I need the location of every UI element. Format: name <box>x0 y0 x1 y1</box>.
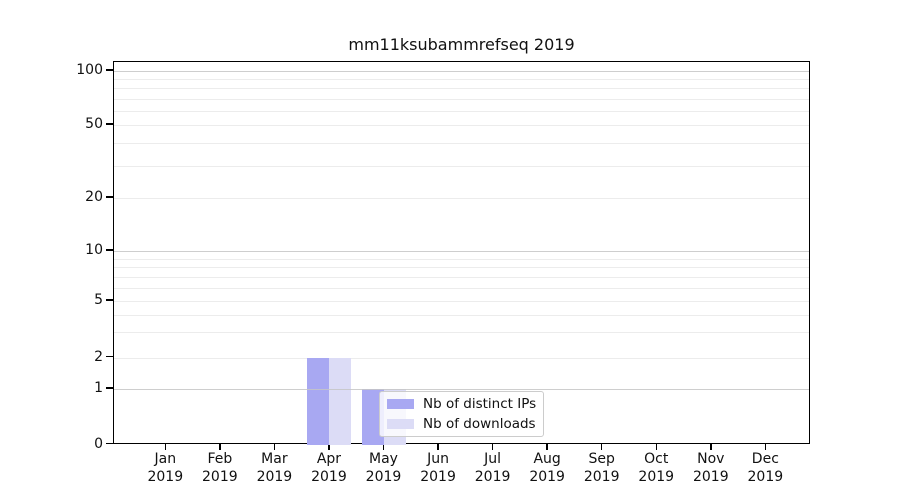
gridline-minor <box>114 357 809 359</box>
x-tick <box>710 443 712 450</box>
bar-distinct-ips <box>361 389 384 445</box>
x-tick <box>219 443 221 450</box>
x-tick <box>328 443 330 450</box>
x-tick-label: Mar 2019 <box>256 450 293 485</box>
x-tick <box>437 443 439 450</box>
x-tick <box>655 443 657 450</box>
y-tick-label: 20 <box>85 189 103 205</box>
gridline-minor <box>114 98 809 100</box>
gridline-minor <box>114 276 809 278</box>
y-tick-label: 1 <box>94 380 103 396</box>
legend: Nb of distinct IPs Nb of downloads <box>379 391 544 437</box>
gridline-minor <box>114 79 809 81</box>
x-tick-label: Sep 2019 <box>583 450 620 485</box>
x-tick-label: May 2019 <box>365 450 402 485</box>
legend-label-downloads: Nb of downloads <box>423 416 536 433</box>
y-tick-label: 10 <box>85 242 103 258</box>
y-tick-label: 100 <box>76 62 103 78</box>
y-tick <box>106 196 113 198</box>
gridline-minor <box>114 110 809 112</box>
x-tick <box>164 443 167 450</box>
y-tick-label: 5 <box>94 292 103 308</box>
y-tick-label: 2 <box>94 348 103 365</box>
legend-swatch-downloads-icon <box>387 419 414 430</box>
y-tick <box>106 123 113 125</box>
gridline-minor <box>114 88 809 90</box>
legend-item-downloads: Nb of downloads <box>387 416 536 434</box>
y-tick <box>106 355 113 358</box>
legend-item-distinct-ips: Nb of distinct IPs <box>387 395 536 413</box>
gridline-minor <box>114 142 809 144</box>
legend-label-distinct-ips: Nb of distinct IPs <box>423 395 537 412</box>
x-tick-label: Jun 2019 <box>420 450 456 485</box>
x-tick <box>546 443 548 450</box>
gridline-minor <box>114 332 809 334</box>
plot-area <box>113 61 810 445</box>
gridline-minor <box>114 267 809 269</box>
x-tick-label: Nov 2019 <box>692 450 729 485</box>
y-tick <box>106 387 113 389</box>
y-tick-label: 0 <box>94 435 103 452</box>
gridline-major <box>114 389 809 390</box>
gridline-minor <box>114 287 809 289</box>
legend-swatch-distinct-ips-icon <box>387 398 414 409</box>
gridline-minor <box>114 125 809 126</box>
x-tick-label: Jul 2019 <box>474 450 511 485</box>
y-tick-label: 50 <box>85 116 103 132</box>
x-tick <box>382 443 385 450</box>
gridline-minor <box>114 258 809 260</box>
y-tick <box>106 249 113 251</box>
gridline-minor <box>114 198 809 199</box>
y-tick <box>106 69 113 71</box>
chart-title: mm11ksubammrefseq 2019 <box>348 35 575 54</box>
x-tick-label: Aug 2019 <box>529 450 565 485</box>
gridline-major <box>114 71 809 72</box>
x-tick <box>600 443 603 450</box>
x-tick <box>273 443 276 450</box>
gridline-minor <box>114 165 809 167</box>
x-tick-label: Apr 2019 <box>311 450 347 485</box>
x-tick-label: Jan 2019 <box>147 450 184 485</box>
bar-distinct-ips <box>306 357 329 445</box>
x-tick <box>764 443 767 450</box>
gridline-minor <box>114 314 809 316</box>
x-tick-label: Oct 2019 <box>638 450 675 485</box>
x-tick-label: Feb 2019 <box>202 450 238 485</box>
x-tick <box>491 443 494 450</box>
x-tick-label: Dec 2019 <box>747 450 784 485</box>
bar-downloads <box>328 357 351 445</box>
gridline-minor <box>114 301 809 302</box>
gridline-major <box>114 251 809 252</box>
y-tick <box>106 442 113 445</box>
y-tick <box>106 299 113 301</box>
